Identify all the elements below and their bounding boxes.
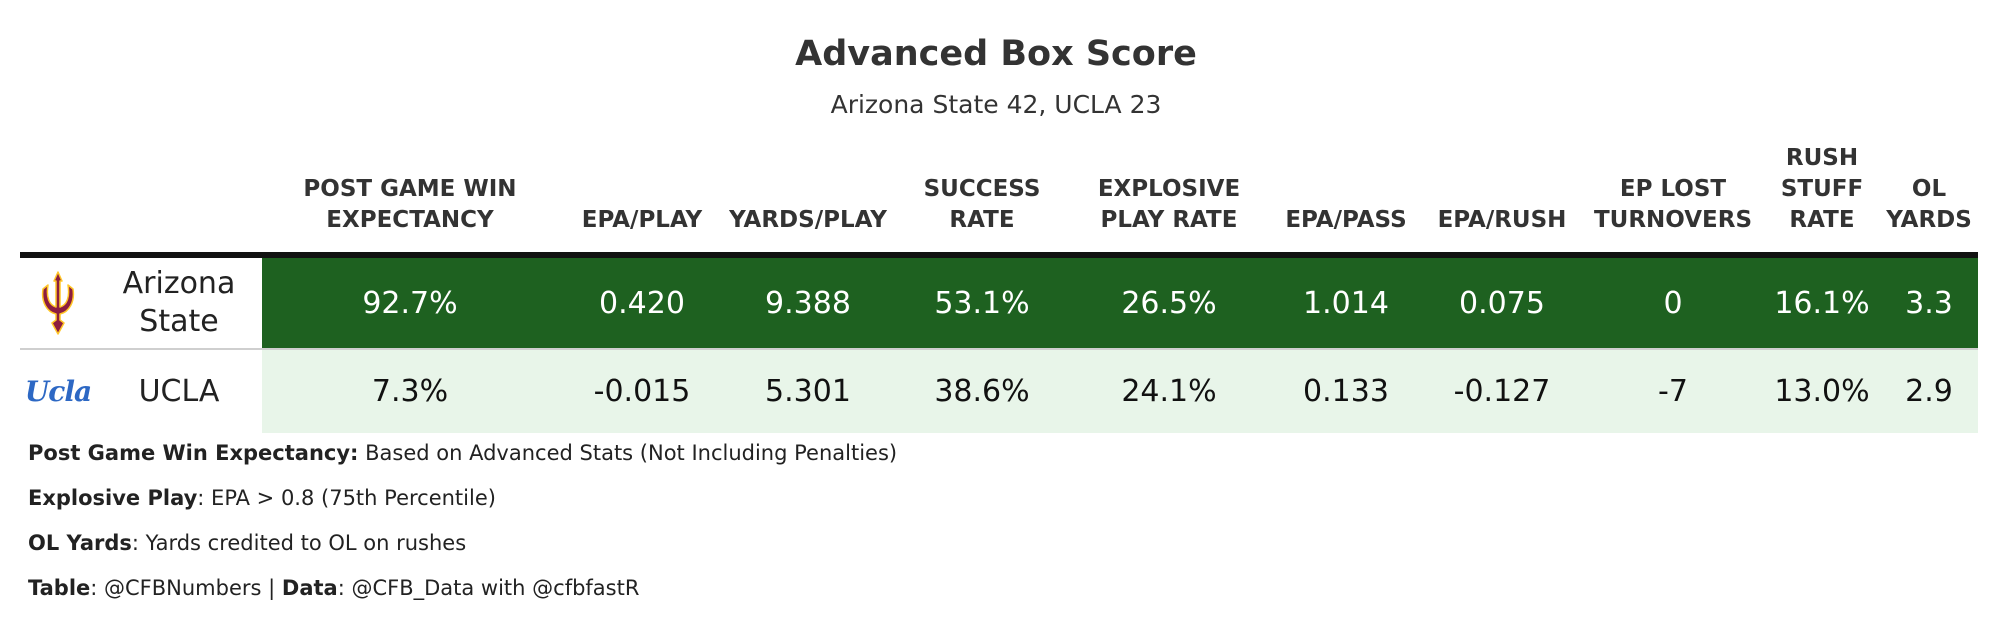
data-cell: 24.1% (1121, 374, 1217, 409)
table-subtitle: Arizona State 42, UCLA 23 (830, 90, 1162, 119)
column-header: EPA/RUSH (1422, 205, 1582, 236)
team-name: Arizona State (123, 265, 236, 341)
box-score-table: POST GAME WIN EXPECTANCY EPA/PLAY YARDS/PLA… (20, 140, 1978, 433)
column-header-line: EPA/PLAY (581, 207, 703, 233)
asu-pitchfork-icon (41, 271, 75, 335)
column-header-line: TURNOVERS (1593, 207, 1753, 233)
column-header-line: EPA/RUSH (1437, 207, 1567, 233)
column-header-line: EP LOST (1619, 176, 1727, 202)
footnote-ol-yards: OL Yards: Yards credited to OL on rushes (28, 531, 467, 555)
column-header-line: EPA/PASS (1285, 207, 1407, 233)
row-shading (262, 350, 1978, 433)
column-header: EPA/PASS (1270, 205, 1422, 236)
column-header: EP LOST TURNOVERS (1582, 174, 1764, 236)
data-cell: 9.388 (765, 285, 851, 321)
column-header: SUCCESS RATE (896, 174, 1068, 236)
data-cell: 26.5% (1121, 285, 1217, 321)
team-name-line: UCLA (138, 373, 220, 409)
column-header-line: EXPECTANCY (326, 207, 494, 233)
team-name-cell: UCLA (96, 350, 262, 433)
data-cell: -0.015 (593, 374, 691, 409)
data-cell: -0.127 (1453, 374, 1551, 409)
data-cell: 1.014 (1303, 285, 1389, 321)
data-cell: 16.1% (1774, 285, 1870, 321)
footnotes: Post Game Win Expectancy: Based on Advan… (28, 440, 897, 620)
data-cell: 7.3% (371, 374, 449, 409)
table-row: Arizona State 92.7% 0.420 9.388 53.1% 26.5% 1.… (20, 258, 1978, 348)
data-cell: 2.9 (1905, 374, 1953, 409)
ucla-script-logo: Ucla (24, 375, 92, 408)
data-cell: -7 (1658, 374, 1688, 409)
column-header: YARDS/PLAY (720, 205, 896, 236)
data-cell: 92.7% (362, 285, 458, 321)
column-header-line: PLAY RATE (1100, 207, 1238, 233)
footnote-explosive-play: Explosive Play: EPA > 0.8 (75th Percenti… (28, 486, 496, 510)
team-logo (20, 258, 96, 348)
column-header: OL YARDS (1880, 174, 1978, 236)
column-header: POST GAME WIN EXPECTANCY (262, 174, 558, 236)
table-header: POST GAME WIN EXPECTANCY EPA/PLAY YARDS/PLA… (20, 140, 1978, 252)
team-name: UCLA (139, 373, 220, 411)
column-header-line: RATE (1789, 207, 1855, 233)
column-header-line: RATE (949, 207, 1015, 233)
table-title: Advanced Box Score (795, 34, 1197, 74)
team-name-cell: Arizona State (96, 258, 262, 348)
data-cell: 0 (1663, 285, 1683, 321)
column-header-line: OL (1911, 176, 1947, 202)
column-header-line: YARDS/PLAY (729, 207, 887, 233)
column-header-line: EXPLOSIVE (1097, 176, 1241, 202)
column-header: EPA/PLAY (564, 205, 720, 236)
column-header-line: SUCCESS (923, 176, 1041, 202)
column-header-line: YARDS (1886, 207, 1972, 233)
data-cell: 5.301 (765, 374, 851, 409)
data-cell: 0.075 (1459, 285, 1545, 321)
data-cell: 53.1% (934, 285, 1030, 321)
header-rule (20, 252, 1978, 258)
data-cell: 0.133 (1303, 374, 1389, 409)
row-shading (262, 258, 1978, 348)
data-cell: 0.420 (599, 285, 685, 321)
team-name-line: Arizona (122, 266, 236, 301)
table-row: Ucla UCLA 7.3% -0.015 5.301 38.6% 24.1% 0.133… (20, 348, 1978, 433)
column-header: RUSH STUFF RATE (1764, 143, 1880, 236)
team-name-line: State (139, 304, 219, 339)
credits-line: Table: @CFBNumbers | Data: @CFB_Data wit… (28, 576, 640, 600)
column-header: EXPLOSIVE PLAY RATE (1068, 174, 1270, 236)
data-cell: 13.0% (1774, 374, 1870, 409)
column-header-line: POST GAME WIN (303, 176, 517, 202)
data-cell: 38.6% (934, 374, 1030, 409)
data-cell: 3.3 (1905, 285, 1953, 321)
footnote-win-expectancy: Post Game Win Expectancy: Based on Advan… (28, 441, 898, 465)
team-logo: Ucla (20, 350, 96, 433)
column-header-line: STUFF (1780, 176, 1864, 202)
column-header-line: RUSH (1785, 145, 1859, 171)
